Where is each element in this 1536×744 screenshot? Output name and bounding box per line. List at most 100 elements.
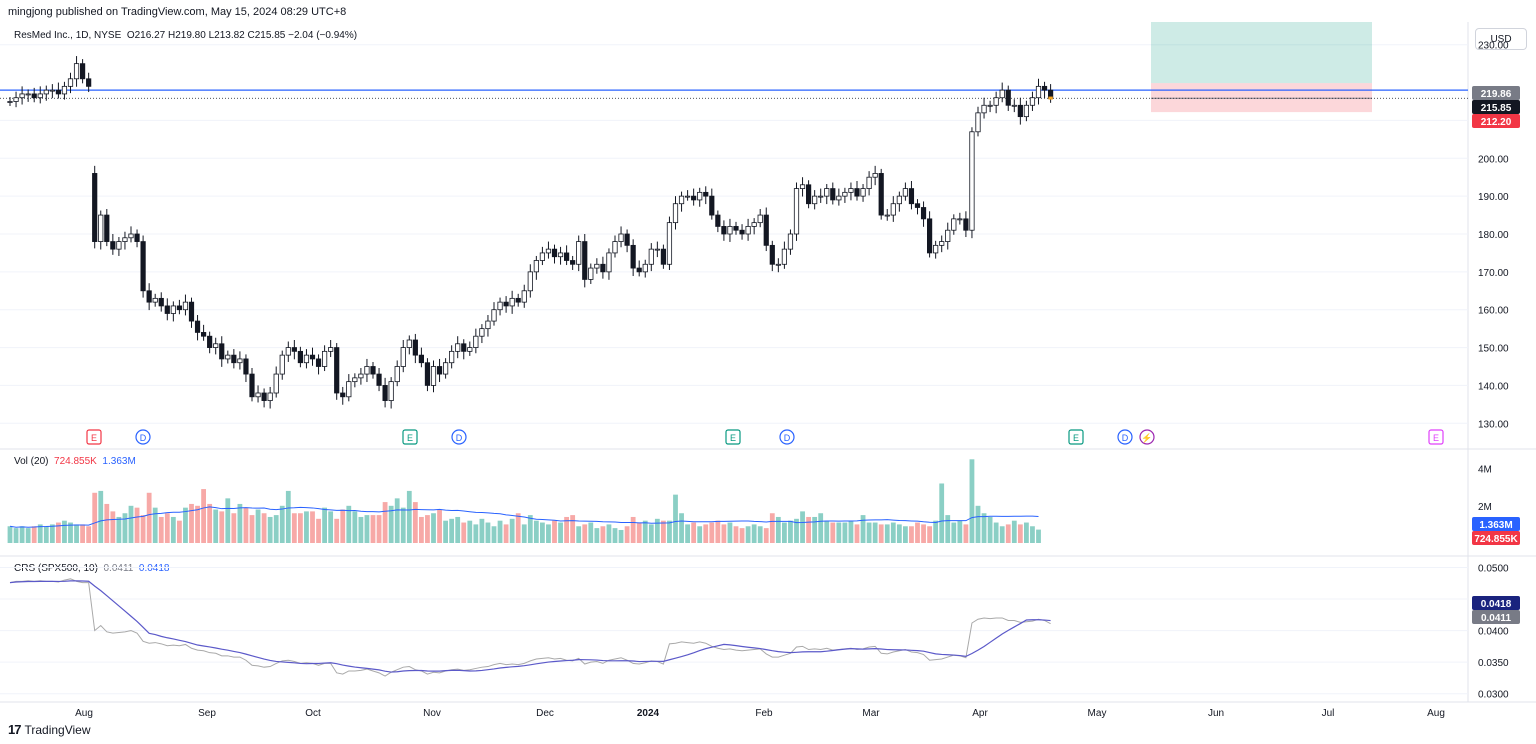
candle-body — [636, 267, 642, 273]
svg-text:219.86: 219.86 — [1481, 89, 1512, 100]
candle — [146, 283, 152, 311]
candle — [939, 235, 945, 253]
volume-bar — [594, 528, 600, 543]
candle-body — [479, 328, 485, 337]
candle-body — [321, 350, 328, 367]
candle — [963, 211, 969, 238]
candle-body — [539, 252, 546, 261]
candle — [933, 240, 939, 259]
volume-bar — [485, 522, 491, 543]
volume-bar — [564, 516, 569, 543]
volume-bar — [794, 518, 799, 543]
candle — [812, 190, 818, 210]
last-candle-highlight — [1048, 96, 1053, 100]
volume-bar — [19, 526, 25, 543]
candle-body — [442, 362, 449, 375]
event-marker-icon: E — [725, 429, 741, 445]
candle — [648, 243, 654, 272]
candle-body — [430, 366, 437, 386]
candle — [473, 328, 479, 354]
volume-bar — [757, 526, 763, 543]
candle-body — [709, 195, 715, 216]
candle — [600, 256, 606, 279]
candle-body — [987, 104, 993, 107]
currency-button[interactable]: USD — [1475, 28, 1527, 50]
candle — [969, 127, 975, 239]
candle-body — [31, 93, 37, 99]
candle-body — [769, 244, 775, 265]
volume-bar — [667, 520, 672, 543]
candle-body — [927, 218, 933, 254]
volume-bar — [703, 524, 709, 543]
volume-bar — [1030, 526, 1035, 543]
candle-body — [261, 392, 267, 401]
candle — [781, 241, 788, 269]
svg-text:⚡: ⚡ — [1141, 432, 1152, 444]
candle — [830, 182, 836, 205]
candle-body — [666, 222, 673, 265]
footer-brand: TradingView — [24, 722, 91, 737]
event-marker-icon: E — [86, 429, 102, 445]
volume-label: Vol (20) — [14, 456, 49, 467]
candle-body — [691, 195, 697, 201]
candle — [564, 245, 570, 266]
volume-bar — [884, 524, 890, 543]
candle-body — [557, 252, 564, 258]
candle — [25, 89, 31, 102]
candle-body — [328, 347, 334, 352]
volume-bar — [515, 513, 521, 543]
volume-bar — [909, 526, 914, 543]
volume-bar — [806, 516, 811, 543]
volume-bar — [842, 522, 848, 543]
candle — [1041, 81, 1048, 99]
candle-body — [182, 301, 189, 311]
candle — [582, 234, 588, 288]
candle — [80, 59, 86, 84]
tradingview-logo-icon: 17 — [8, 722, 22, 737]
volume-bar — [570, 515, 576, 543]
volume-bar — [110, 511, 116, 543]
svg-text:D: D — [140, 433, 147, 443]
candle-body — [73, 63, 80, 80]
ohlc-open: O216.27 — [126, 30, 166, 41]
volume-bar — [546, 524, 551, 543]
candle-body — [999, 89, 1005, 99]
candle — [340, 386, 346, 405]
candle-body — [370, 366, 376, 375]
volume-bar — [1024, 522, 1029, 543]
candle-body — [624, 233, 630, 246]
volume-bar — [231, 513, 237, 543]
candle-body — [884, 214, 890, 217]
volume-bar — [92, 492, 98, 543]
volume-bar — [213, 509, 219, 543]
candle — [43, 85, 49, 101]
candle — [285, 341, 291, 362]
candle — [346, 374, 352, 402]
volume-bar — [473, 524, 479, 543]
candle-body — [878, 173, 884, 216]
candle — [291, 340, 297, 360]
volume-bar — [86, 526, 92, 543]
candle-body — [346, 381, 352, 398]
candle — [521, 284, 527, 308]
volume-bar — [697, 526, 703, 543]
candle-body — [993, 97, 999, 106]
candle — [920, 201, 927, 227]
crs-value-badge: 0.0411 — [1472, 610, 1520, 624]
candle-body — [957, 218, 963, 221]
candle-body — [842, 191, 848, 197]
candle-body — [473, 335, 479, 348]
candle-body — [715, 214, 721, 227]
volume-bar — [503, 524, 509, 543]
candle — [358, 368, 364, 385]
volume-bar — [1036, 529, 1041, 543]
candle-body — [158, 297, 164, 307]
symbol-name[interactable]: ResMed Inc., 1D, NYSE — [14, 30, 122, 41]
volume-bar — [104, 503, 110, 543]
ohlc-close: C215.85 — [247, 30, 286, 41]
candle — [630, 239, 636, 277]
candle — [176, 299, 182, 315]
candle — [455, 336, 461, 359]
candle-body — [660, 248, 667, 265]
